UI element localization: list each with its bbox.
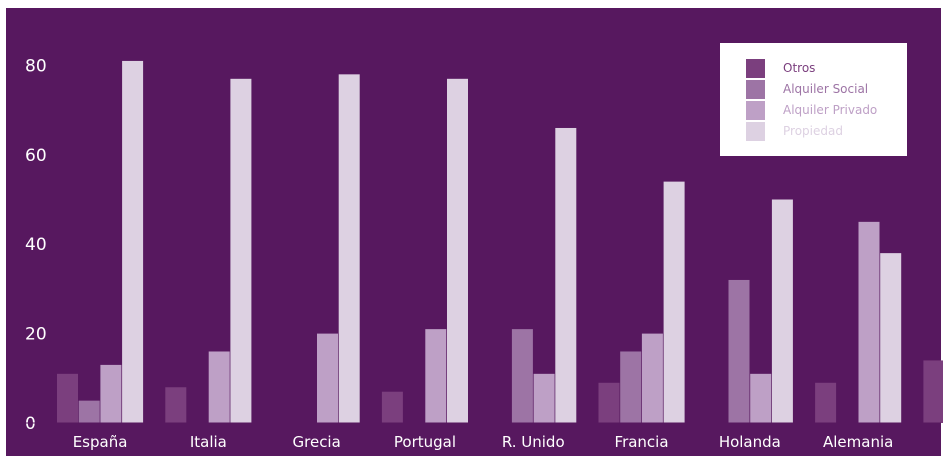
legend: Otros Alquiler Social Alquiler Privado Prop… [720, 43, 907, 156]
category-label: Suecia [942, 433, 943, 451]
bars [6, 60, 943, 424]
bar-propiedad-6 [771, 199, 793, 423]
bar-otros-0 [57, 373, 78, 423]
bar-alquiler-privado-3 [425, 329, 447, 423]
bar-propiedad-4 [555, 127, 577, 423]
legend-swatch [746, 80, 765, 99]
bar-otros-8 [923, 360, 943, 423]
category-label: Alemania [823, 433, 893, 451]
bar-alquiler-privado-0 [100, 364, 122, 423]
bar-alquiler-privado-5 [641, 333, 663, 423]
bar-alquiler-social-0 [78, 400, 100, 423]
legend-label: Alquiler Privado [783, 103, 877, 117]
bar-alquiler-privado-4 [533, 373, 555, 423]
y-tick-label: 40 [25, 235, 47, 255]
bar-alquiler-privado-1 [208, 351, 230, 423]
bar-propiedad-2 [338, 74, 360, 423]
bar-propiedad-0 [122, 60, 144, 424]
category-label: Portugal [394, 433, 456, 451]
bar-propiedad-7 [880, 253, 902, 423]
category-label: Francia [615, 433, 669, 451]
y-tick-label: 20 [25, 325, 47, 345]
bar-alquiler-social-4 [511, 329, 533, 423]
bar-alquiler-privado-7 [858, 221, 880, 423]
legend-swatch [746, 59, 765, 78]
bar-otros-3 [381, 391, 403, 423]
y-tick-label: 60 [25, 146, 47, 166]
category-label: Holanda [719, 433, 781, 451]
bar-propiedad-1 [230, 78, 252, 423]
bar-otros-7 [815, 382, 837, 423]
bar-alquiler-privado-2 [317, 333, 338, 423]
legend-label: Alquiler Social [783, 82, 868, 96]
category-label: R. Unido [502, 433, 565, 451]
bar-propiedad-5 [663, 181, 685, 423]
bar-alquiler-privado-6 [750, 373, 772, 423]
bar-alquiler-social-6 [728, 279, 750, 423]
x-axis: España Italia Grecia Portugal R. Unido Franci… [73, 433, 943, 451]
legend-swatch [746, 122, 765, 141]
bar-otros-1 [165, 387, 187, 423]
bar-otros-5 [598, 382, 620, 423]
bar-propiedad-3 [447, 78, 468, 423]
category-label: Grecia [293, 433, 341, 451]
category-label: España [73, 433, 128, 451]
bar-alquiler-social-5 [620, 351, 642, 423]
category-label: Italia [190, 433, 227, 451]
y-tick-label: 80 [25, 56, 47, 76]
legend-swatch [746, 101, 765, 120]
y-tick-label: 0 [25, 414, 36, 434]
y-axis: 0 20 40 60 80 [25, 56, 47, 434]
legend-label: Otros [783, 61, 815, 75]
legend-label: Propiedad [783, 124, 843, 138]
